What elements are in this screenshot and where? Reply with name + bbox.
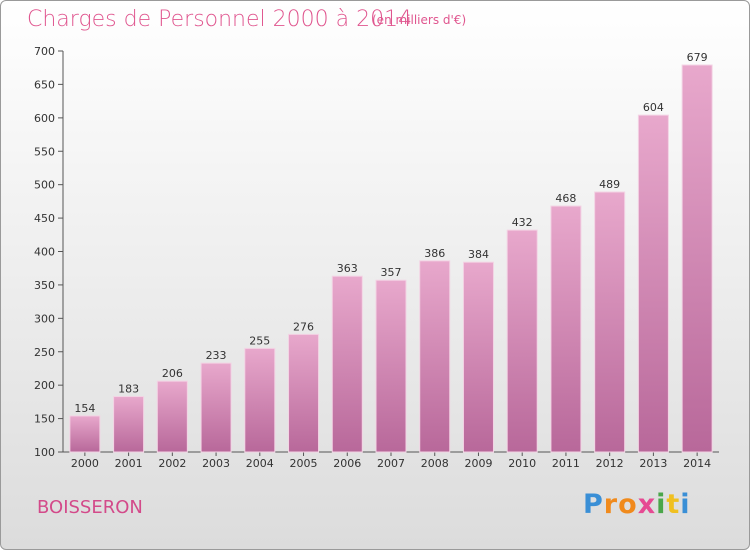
bar-2006 xyxy=(331,275,363,453)
x-tick-label: 2004 xyxy=(246,457,274,470)
x-tick-label: 2009 xyxy=(464,457,492,470)
data-label: 233 xyxy=(206,349,227,362)
data-label: 154 xyxy=(74,402,95,415)
data-label: 386 xyxy=(424,247,445,260)
y-tick-label: 600 xyxy=(34,112,55,125)
logo-letter: t xyxy=(666,489,681,520)
y-tick-label: 550 xyxy=(34,145,55,158)
data-label: 206 xyxy=(162,367,183,380)
data-label: 363 xyxy=(337,262,358,275)
y-tick-label: 200 xyxy=(34,379,55,392)
bar-2001 xyxy=(113,396,145,453)
bar-2013 xyxy=(637,114,669,453)
logo-letter: i xyxy=(680,489,691,520)
logo-letter: P xyxy=(583,489,604,520)
data-label: 604 xyxy=(643,101,664,114)
bar-2008 xyxy=(419,260,451,453)
y-tick-label: 100 xyxy=(34,446,55,459)
bar-2002 xyxy=(156,380,188,453)
data-label: 489 xyxy=(599,178,620,191)
y-tick-label: 350 xyxy=(34,279,55,292)
x-tick-label: 2008 xyxy=(421,457,449,470)
bar-2004 xyxy=(244,347,276,453)
x-tick-label: 2002 xyxy=(158,457,186,470)
y-tick-label: 700 xyxy=(34,45,55,58)
x-tick-label: 2007 xyxy=(377,457,405,470)
data-label: 679 xyxy=(687,51,708,64)
logo-letter: o xyxy=(618,489,638,520)
logo-letter: r xyxy=(603,489,619,520)
bar-2010 xyxy=(506,229,538,453)
bar-2003 xyxy=(200,362,232,453)
x-tick-label: 2001 xyxy=(115,457,143,470)
y-tick-label: 500 xyxy=(34,179,55,192)
bar-2014 xyxy=(681,64,713,453)
data-label: 276 xyxy=(293,320,314,333)
x-tick-label: 2014 xyxy=(683,457,711,470)
x-tick-label: 2010 xyxy=(508,457,536,470)
x-tick-label: 2012 xyxy=(596,457,624,470)
x-tick-label: 2003 xyxy=(202,457,230,470)
y-tick-label: 400 xyxy=(34,246,55,259)
bar-2012 xyxy=(594,191,626,453)
chart-title: Charges de Personnel 2000 à 2014 xyxy=(27,7,413,32)
data-label: 432 xyxy=(512,216,533,229)
commune-name: BOISSERON xyxy=(37,497,143,518)
bar-2005 xyxy=(288,333,320,453)
logo-letter: x xyxy=(637,489,657,520)
bar-2009 xyxy=(462,261,494,453)
data-label: 183 xyxy=(118,383,139,396)
data-label: 357 xyxy=(381,266,402,279)
x-tick-label: 2011 xyxy=(552,457,580,470)
data-label: 255 xyxy=(249,334,270,347)
y-tick-label: 250 xyxy=(34,346,55,359)
y-tick-label: 450 xyxy=(34,212,55,225)
chart-subtitle: (en milliers d'€) xyxy=(372,13,467,27)
bar-2000 xyxy=(69,415,101,453)
x-tick-label: 2006 xyxy=(333,457,361,470)
x-tick-label: 2005 xyxy=(290,457,318,470)
bar-2007 xyxy=(375,279,407,453)
x-tick-label: 2000 xyxy=(71,457,99,470)
bar-2011 xyxy=(550,205,582,453)
logo-letter: i xyxy=(656,489,667,520)
data-label: 468 xyxy=(555,192,576,205)
y-tick-label: 300 xyxy=(34,312,55,325)
x-tick-label: 2013 xyxy=(639,457,667,470)
data-label: 384 xyxy=(468,248,489,261)
proxiti-logo: Proxiti xyxy=(583,489,691,520)
y-tick-label: 650 xyxy=(34,78,55,91)
y-tick-label: 150 xyxy=(34,413,55,426)
